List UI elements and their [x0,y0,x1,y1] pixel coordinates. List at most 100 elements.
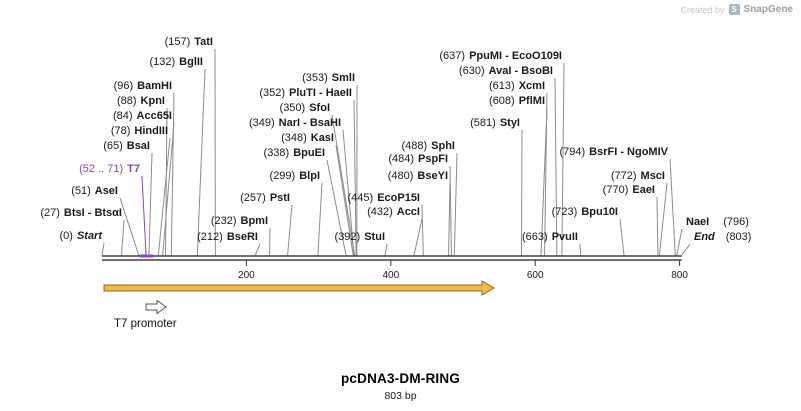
ruler-tick-label: 600 [527,270,544,281]
site-label-eaei[interactable]: (770) EaeI [603,183,655,197]
site-label-bglii[interactable]: (132) BglII [149,55,203,69]
site-position: (352) [259,87,286,99]
site-label-naei[interactable]: NaeI (796) [686,215,749,229]
site-position: (157) [164,36,191,48]
site-label-bpuei[interactable]: (338) BpuEI [264,146,325,160]
site-label-avai-bsobi[interactable]: (630) AvaI - BsoBI [459,64,553,78]
site-label-btsi-bts-i[interactable]: (27) BtsI - BtsαI [40,206,122,220]
site-position: (349) [248,117,275,129]
leader-line [449,165,452,256]
leader-line [162,122,175,256]
leader-line [413,218,423,256]
site-label-t7[interactable]: (52 .. 71) T7 [79,162,140,176]
site-label-kasi[interactable]: (348) KasI [281,131,334,145]
site-position: (392) [334,231,361,243]
leader-line [141,175,147,256]
site-label-asei[interactable]: (51) AseI [71,184,118,198]
site-label-smli[interactable]: (353) SmlI [302,71,355,85]
site-position: (88) [116,95,137,107]
site-label-acc65i[interactable]: (84) Acc65I [113,109,172,123]
site-name: NaeI [686,216,710,228]
ruler-tick-label: 800 [671,270,688,281]
leader-line [353,99,357,256]
site-position: (51) [71,185,91,197]
site-label-pvuii[interactable]: (663) PvuII [522,230,578,244]
site-name: MscI [640,170,665,182]
site-position: (480) [387,170,414,182]
leader-line [119,197,140,256]
site-name: AccI [396,206,420,218]
site-name: PpuMI - EcoO109I [469,50,562,62]
site-position: (132) [149,56,176,68]
leader-line [326,159,347,256]
site-label-blpi[interactable]: (299) BlpI [270,169,320,183]
site-name: End [694,231,715,243]
site-name: BpmI [240,215,269,227]
site-label-bpu10i[interactable]: (723) Bpu10I [552,205,618,219]
site-label-acci[interactable]: (432) AccI [367,205,420,219]
site-label-stui[interactable]: (392) StuI [335,230,385,244]
site-label-end[interactable]: End (803) [694,230,751,244]
title-block: pcDNA3-DM-RING 803 bp [0,371,801,402]
site-label-bseyi[interactable]: (480) BseYI [388,169,448,183]
site-name: EcoP15I [377,192,420,204]
site-position: (27) [40,207,60,219]
site-label-xcmi[interactable]: (613) XcmI [489,79,545,93]
leader-line [287,204,293,256]
site-name: BamHI [137,80,172,92]
site-position: (65) [103,140,123,152]
site-label-bamhi[interactable]: (96) BamHI [114,79,172,93]
site-label-pspfi[interactable]: (484) PspFI [388,152,448,166]
plasmid-length: 803 bp [384,390,417,402]
site-name: Acc65I [136,110,172,122]
site-label-ecop15i[interactable]: (445) EcoP15I [348,191,421,205]
site-label-sfoi[interactable]: (350) SfoI [280,101,330,115]
site-position: (613) [489,80,515,92]
site-label-ppumi-ecoo109i[interactable]: (637) PpuMI - EcoO109I [439,49,562,63]
site-label-pluti-haeii[interactable]: (352) PluTI - HaeII [259,86,352,100]
site-label-tati[interactable]: (157) TatI [165,35,213,49]
watermark: Created by S SnapGene [680,4,793,15]
site-label-pflmi[interactable]: (608) PflMI [489,94,545,108]
plasmid-title: pcDNA3-DM-RING [340,371,461,386]
site-name: KpnI [140,95,165,107]
site-position: (772) [610,170,637,182]
site-name: BseRI [226,231,258,243]
site-label-psti[interactable]: (257) PstI [240,191,290,205]
leader-line [561,62,565,256]
site-position: (432) [367,206,393,218]
site-name: HindIII [134,125,168,137]
orf-feature-arrow [103,280,495,296]
site-label-msci[interactable]: (772) MscI [611,169,665,183]
site-label-bsai[interactable]: (65) BsaI [103,139,150,153]
site-label-start[interactable]: (0) Start [59,229,102,243]
site-position: (796) [723,216,749,228]
site-label-bseri[interactable]: (212) BseRI [197,230,258,244]
site-label-bpmi[interactable]: (232) BpmI [211,214,268,228]
site-name: EaeI [632,184,655,196]
site-name: SmlI [331,72,355,84]
site-name: AvaI - BsoBI [488,65,553,77]
leader-line [196,68,206,256]
leader-line [453,152,458,256]
site-label-hindiii[interactable]: (78) HindIII [111,124,168,138]
site-name: Bpu10I [581,206,618,218]
site-label-kpni[interactable]: (88) KpnI [117,94,165,108]
site-name: PvuII [551,231,578,243]
site-label-nari-bsahi[interactable]: (349) NarI - BsaHI [249,116,341,130]
site-label-sphi[interactable]: (488) SphI [401,139,455,153]
site-name: Start [76,230,102,242]
watermark-brand: SnapGene [743,4,793,15]
site-name: PflMI [518,95,545,107]
site-label-bsrfi-ngomiv[interactable]: (794) BsrFI - NgoMIV [559,145,668,159]
site-label-styi[interactable]: (581) StyI [470,116,520,130]
watermark-text: Created by [680,4,725,15]
leader-line [658,182,668,256]
leader-line [165,107,168,256]
site-position: (445) [347,192,374,204]
leader-line [544,92,548,256]
site-position: (488) [401,140,428,152]
site-position: (608) [489,95,515,107]
site-position: (52 .. 71) [79,163,124,175]
